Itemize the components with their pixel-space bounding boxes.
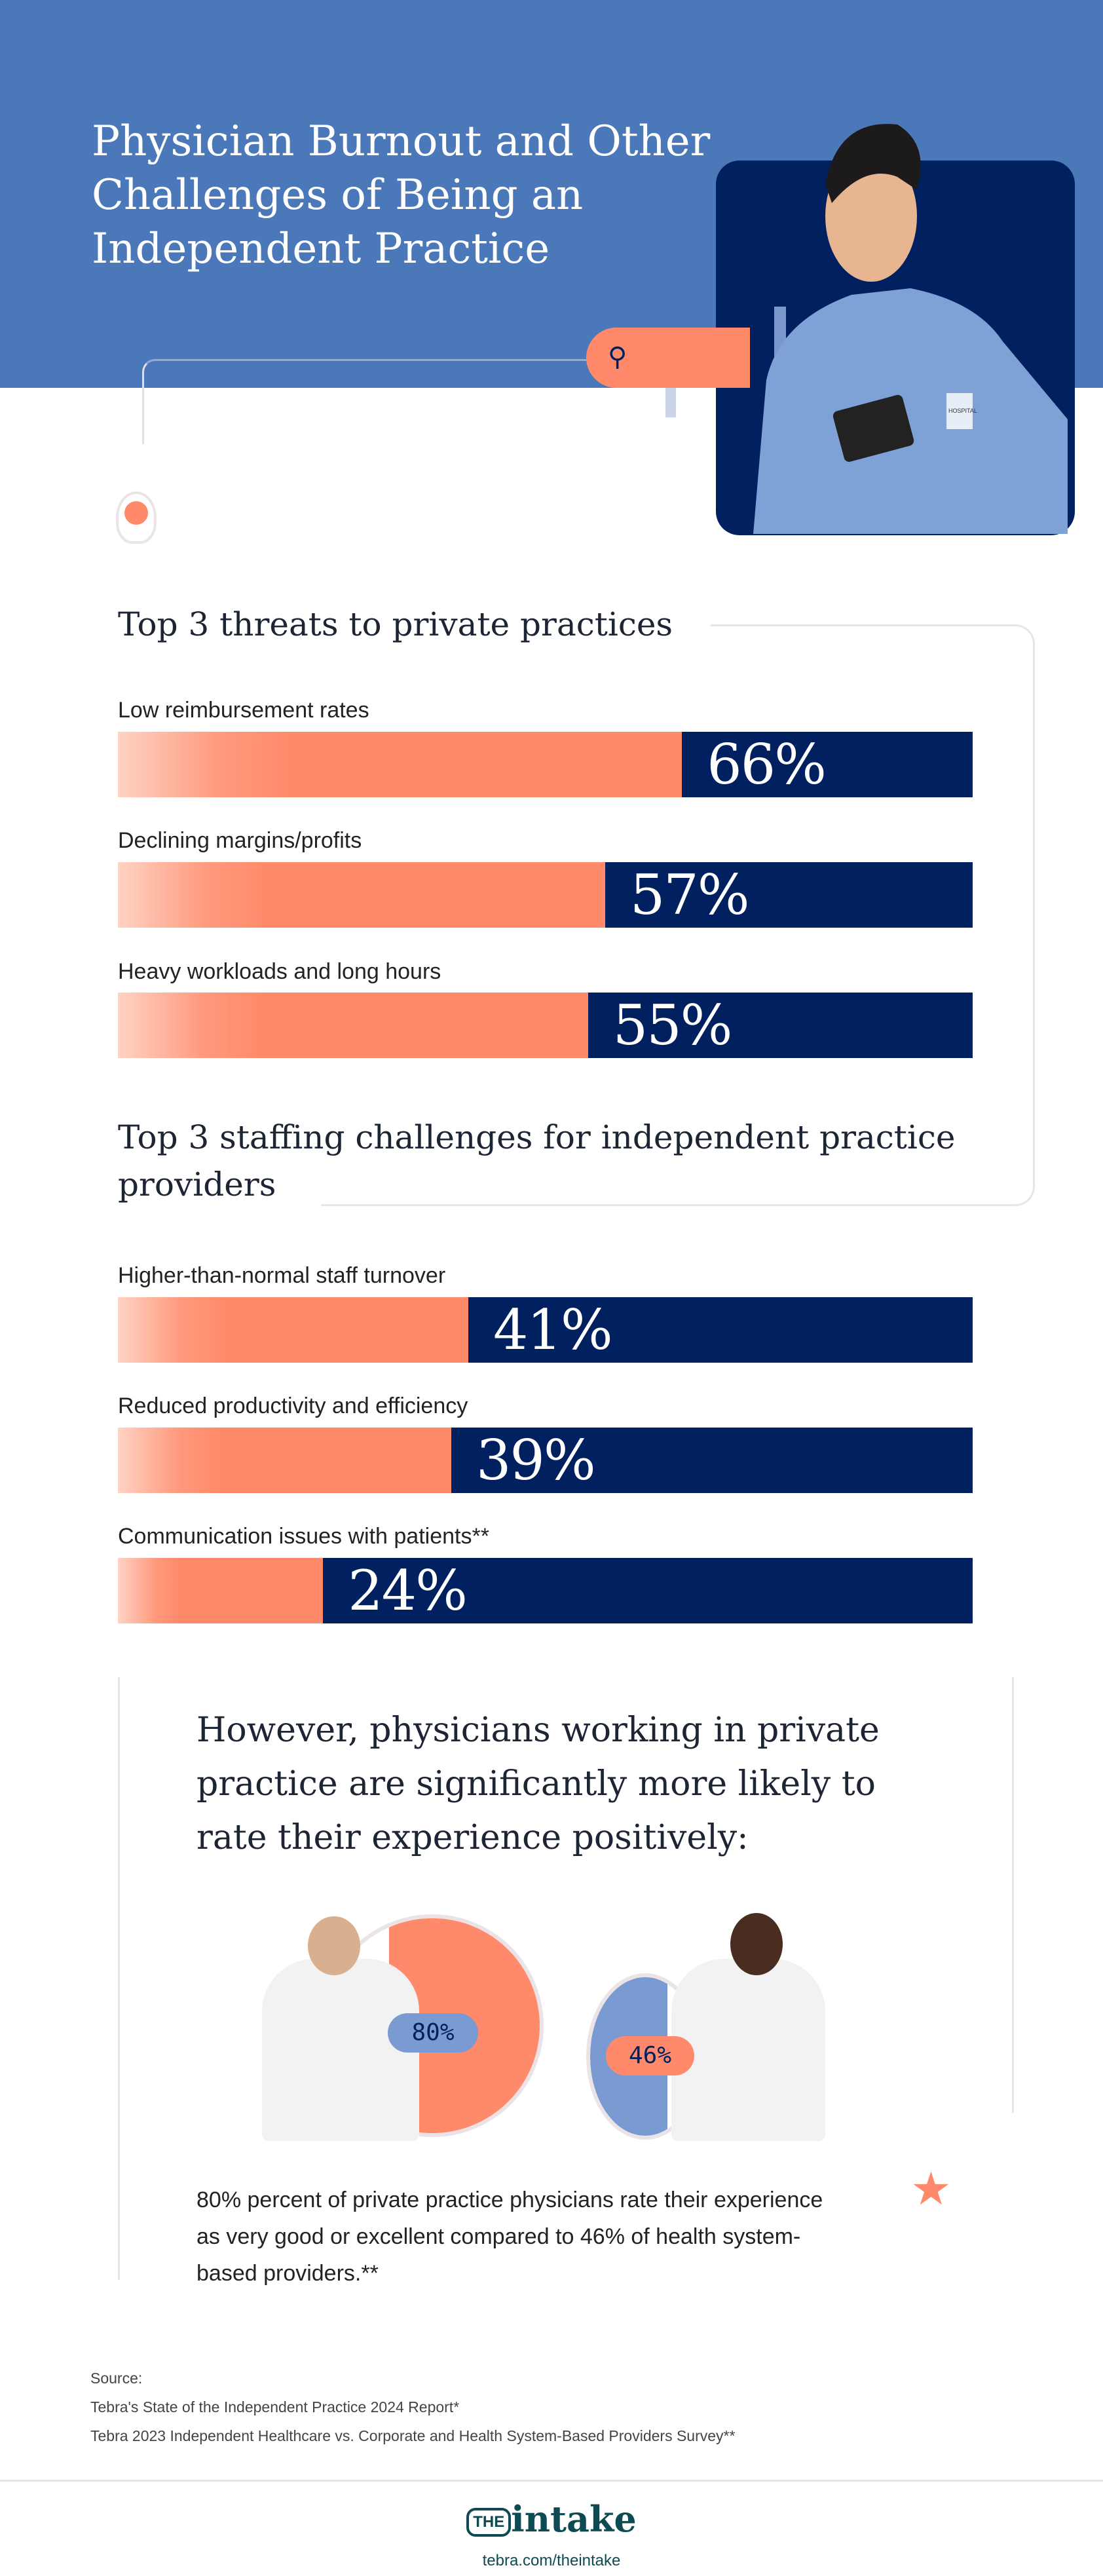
rating-caption: 80% percent of private practice physicia… <box>196 2188 823 2286</box>
section-frame <box>711 624 1035 1206</box>
bar-value: 66% <box>707 732 827 797</box>
sources-label: Source: <box>90 2370 143 2387</box>
sources: Source: Tebra's State of the Independent… <box>90 2364 735 2450</box>
bar-value: 39% <box>476 1428 596 1492</box>
threat-bar: 66% <box>118 732 973 797</box>
staffing-bar: 24% <box>118 1558 973 1623</box>
staffing-label: Reduced productivity and efficiency <box>118 1393 468 1418</box>
threat-label: Low reimbursement rates <box>118 698 369 723</box>
bar-value: 41% <box>493 1298 613 1362</box>
female-doctor-photo <box>262 1959 419 2141</box>
lightbulb-check-icon <box>124 501 148 525</box>
lightbulb-icon <box>116 491 157 544</box>
bar-fill <box>118 1428 451 1493</box>
bar-fill <box>118 1297 469 1363</box>
threat-label: Heavy workloads and long hours <box>118 959 441 984</box>
bar-fill <box>118 862 605 928</box>
staffing-bar: 41% <box>118 1297 973 1363</box>
footer-url[interactable]: tebra.com/theintake <box>482 2552 621 2569</box>
logo-word: intake <box>511 2498 637 2540</box>
section-frame-bottom <box>321 1204 714 1206</box>
rating-quote: However, physicians working in private p… <box>196 1711 880 1857</box>
divider-line <box>1012 1677 1014 2113</box>
decorative-bar <box>665 388 676 417</box>
page-title: Physician Burnout and Other Challenges o… <box>92 117 711 273</box>
staffing-bar: 39% <box>118 1428 973 1493</box>
doctor-face <box>730 1913 783 1975</box>
nurse-with-tablet-photo: HOSPITAL <box>753 124 1068 534</box>
footer-divider <box>0 2480 1103 2482</box>
decorative-connector-line <box>142 359 588 444</box>
bar-fill <box>118 732 682 797</box>
logo-the: THE <box>466 2507 512 2537</box>
health-system-percent-pill: 46% <box>606 2036 694 2075</box>
doctor-face <box>308 1916 360 1975</box>
bar-value: 57% <box>629 863 750 927</box>
private-percent-pill: 80% <box>388 2013 478 2053</box>
badge-text: HOSPITAL <box>948 407 977 414</box>
source-item: Tebra 2023 Independent Healthcare vs. Co… <box>90 2427 736 2444</box>
threat-bar: 55% <box>118 993 973 1058</box>
decorative-bar <box>752 373 764 419</box>
staffing-label: Communication issues with patients** <box>118 1524 489 1549</box>
decorative-search-bar <box>586 328 750 388</box>
bar-fill <box>118 993 588 1058</box>
divider-line <box>118 1677 120 2280</box>
threats-heading: Top 3 threats to private practices <box>118 601 693 648</box>
bar-value: 24% <box>348 1559 468 1623</box>
bar-fill <box>118 1558 324 1623</box>
threat-label: Declining margins/profits <box>118 828 362 853</box>
threat-bar: 57% <box>118 862 973 928</box>
staffing-heading: Top 3 staffing challenges for independen… <box>118 1118 956 1203</box>
source-item: Tebra's State of the Independent Practic… <box>90 2398 460 2415</box>
search-icon: ⚲ <box>608 343 627 371</box>
staffing-label: Higher-than-normal staff turnover <box>118 1263 446 1288</box>
shooting-star-icon: ★ <box>910 2163 952 2214</box>
male-doctor-photo <box>671 1959 825 2141</box>
bar-value: 55% <box>612 993 733 1057</box>
the-intake-logo: THE intake <box>0 2497 1103 2541</box>
